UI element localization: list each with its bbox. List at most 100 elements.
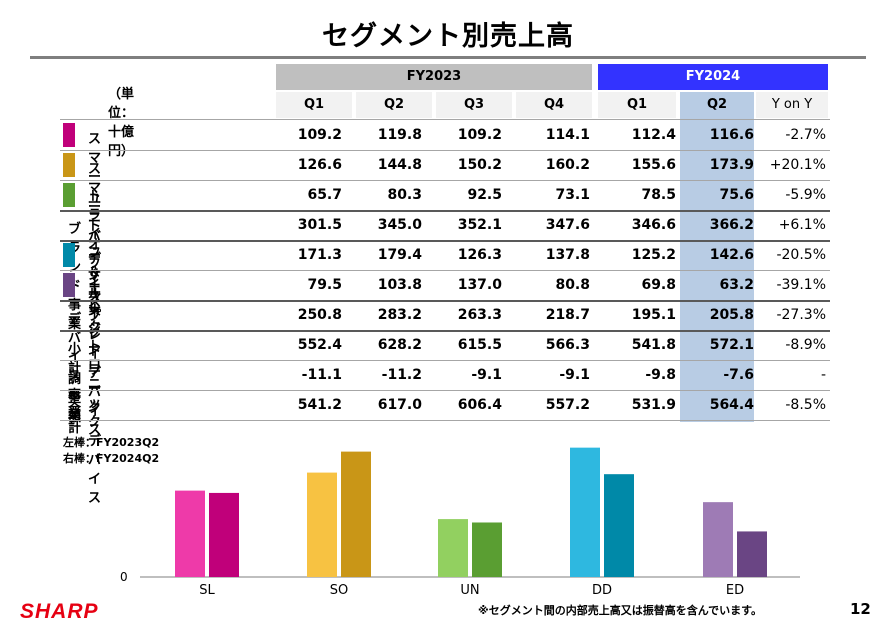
table-cell: 150.2 xyxy=(457,157,502,173)
bar-ed-fy2024q2 xyxy=(737,531,767,577)
table-cell: 73.1 xyxy=(555,187,590,203)
table-cell: 617.0 xyxy=(377,397,422,413)
table-cell: +6.1% xyxy=(778,217,826,233)
table-cell: 301.5 xyxy=(297,217,342,233)
table-cell: 142.6 xyxy=(709,247,754,263)
table-cell: 137.0 xyxy=(457,277,502,293)
table-cell: 352.1 xyxy=(457,217,502,233)
row-divider xyxy=(60,390,830,391)
table-cell: -20.5% xyxy=(776,247,826,263)
table-cell: 346.6 xyxy=(631,217,676,233)
page-number: 12 xyxy=(850,600,871,618)
row-divider xyxy=(60,210,830,212)
column-header: Q2 xyxy=(680,92,754,118)
table-cell: 144.8 xyxy=(377,157,422,173)
fy2024-q2-highlight xyxy=(680,92,754,422)
footnote: ※セグメント間の内部売上高又は振替高を含んでいます。 xyxy=(478,604,763,617)
fy2023-header: FY2023 xyxy=(276,64,592,90)
table-cell: 205.8 xyxy=(709,307,754,323)
bar-dd-fy2024q2 xyxy=(604,474,634,577)
page-title: セグメント別売上高 xyxy=(322,21,574,52)
table-cell: 65.7 xyxy=(307,187,342,203)
row-label: 合計 xyxy=(68,402,82,436)
table-cell: 155.6 xyxy=(631,157,676,173)
table-cell: 564.4 xyxy=(709,397,754,413)
table-cell: 541.8 xyxy=(631,337,676,353)
table-cell: 80.3 xyxy=(387,187,422,203)
bar-sl-fy2024q2 xyxy=(209,492,239,577)
fy2024-header: FY2024 xyxy=(598,64,828,90)
table-cell: 78.5 xyxy=(641,187,676,203)
bar-un-fy2024q2 xyxy=(472,522,502,577)
row-divider xyxy=(60,180,830,181)
table-cell: -8.9% xyxy=(785,337,826,353)
bar-dd-fy2023q2 xyxy=(570,447,600,577)
column-header: Q4 xyxy=(516,92,592,118)
chart-note-right: 右棒：FY2024Q2 xyxy=(63,452,160,465)
column-header: Q3 xyxy=(436,92,512,118)
table-cell: -5.9% xyxy=(785,187,826,203)
table-cell: 75.6 xyxy=(719,187,754,203)
category-label: ED xyxy=(726,583,744,598)
table-cell: 114.1 xyxy=(545,127,590,143)
segment-color-swatch xyxy=(63,123,75,147)
table-cell: 552.4 xyxy=(297,337,342,353)
table-cell: 541.2 xyxy=(297,397,342,413)
bar-un-fy2023q2 xyxy=(438,519,468,577)
table-cell: -9.8 xyxy=(645,367,676,383)
table-cell: 109.2 xyxy=(457,127,502,143)
row-divider xyxy=(60,300,830,302)
row-divider xyxy=(60,150,830,151)
table-cell: 628.2 xyxy=(377,337,422,353)
title-divider xyxy=(30,56,866,59)
category-label: DD xyxy=(592,583,612,598)
table-cell: 195.1 xyxy=(631,307,676,323)
segment-color-swatch xyxy=(63,243,75,267)
table-cell: 69.8 xyxy=(641,277,676,293)
row-divider xyxy=(60,360,830,361)
table-cell: -7.6 xyxy=(723,367,754,383)
table-cell: 566.3 xyxy=(545,337,590,353)
row-label: 調整額 xyxy=(68,372,82,425)
chart-note-left: 左棒：FY2023Q2 xyxy=(63,436,160,449)
table-cell: 116.6 xyxy=(709,127,754,143)
row-label: エレクトロニックデバイス xyxy=(88,282,102,506)
bar-ed-fy2023q2 xyxy=(703,502,733,577)
segment-color-swatch xyxy=(63,273,75,297)
category-label: UN xyxy=(460,583,479,598)
category-label: SL xyxy=(199,583,215,598)
bar-sl-fy2023q2 xyxy=(175,490,205,577)
row-label: デバイス事業 xyxy=(68,312,82,422)
table-cell: 531.9 xyxy=(631,397,676,413)
table-cell: 109.2 xyxy=(297,127,342,143)
table-cell: -27.3% xyxy=(776,307,826,323)
table-cell: 345.0 xyxy=(377,217,422,233)
table-cell: 606.4 xyxy=(457,397,502,413)
column-header: Y on Y xyxy=(756,92,828,118)
segment-color-swatch xyxy=(63,153,75,177)
table-cell: 572.1 xyxy=(709,337,754,353)
table-cell: 126.6 xyxy=(297,157,342,173)
table-cell: 557.2 xyxy=(545,397,590,413)
table-cell: 250.8 xyxy=(297,307,342,323)
table-cell: 92.5 xyxy=(467,187,502,203)
table-cell: 171.3 xyxy=(297,247,342,263)
table-cell: - xyxy=(820,367,826,383)
table-cell: 283.2 xyxy=(377,307,422,323)
table-cell: 125.2 xyxy=(631,247,676,263)
table-cell: +20.1% xyxy=(769,157,826,173)
sharp-logo: SHARP xyxy=(20,600,99,623)
segment-color-swatch xyxy=(63,183,75,207)
row-divider xyxy=(60,240,830,242)
table-cell: 137.8 xyxy=(545,247,590,263)
table-cell: 218.7 xyxy=(545,307,590,323)
unit-label: （単位：十億円） xyxy=(108,87,135,159)
table-cell: -9.1 xyxy=(559,367,590,383)
table-cell: 103.8 xyxy=(377,277,422,293)
table-cell: 80.8 xyxy=(555,277,590,293)
table-cell: 112.4 xyxy=(631,127,676,143)
column-header: Q1 xyxy=(598,92,676,118)
row-divider xyxy=(60,330,830,332)
row-divider xyxy=(60,119,830,120)
